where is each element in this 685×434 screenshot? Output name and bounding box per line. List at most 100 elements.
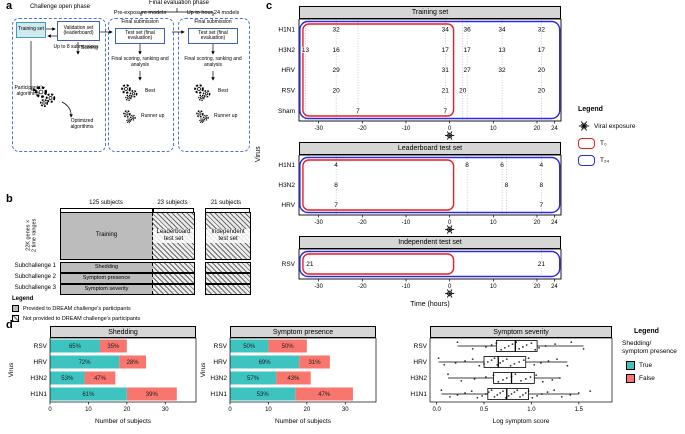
subchallenge-1-label: Subchallenge 1 — [14, 263, 56, 269]
phase-open-title: Challenge open phase — [29, 4, 91, 10]
jitter-point — [544, 345, 547, 347]
panel-a-label: a — [6, 0, 13, 12]
jitter-point — [534, 348, 537, 351]
viral-exposure-icon — [578, 120, 590, 132]
jitter-point — [505, 358, 508, 361]
jitter-point — [443, 363, 446, 366]
virus-row-label: HRV — [33, 359, 47, 366]
x-tick-label: -30 — [314, 126, 323, 132]
pct-label-false: 39% — [146, 392, 159, 398]
jitter-point — [490, 389, 493, 392]
pct-label-false: 47% — [318, 392, 331, 398]
virus-row-label: RSV — [414, 343, 428, 350]
time-axis-title: Time (hours) — [410, 301, 449, 308]
subchallenge-1-task: Shedding — [61, 263, 153, 272]
jitter-point — [554, 343, 557, 345]
subchallenge-2-task-label: Symptom presence — [82, 275, 131, 282]
algorithm-gears — [121, 84, 138, 102]
strip-training-set: Training set — [299, 6, 561, 19]
participants-alg-label: Participants' algorithms — [14, 85, 42, 97]
panel-d-legend-subtitle: Shedding/ symptom presence — [622, 340, 677, 355]
final-submission-label-1: Final submission — [121, 19, 159, 25]
validation-set-label: Validation set (leaderboard) — [63, 24, 94, 36]
x-tick-label: -30 — [314, 284, 323, 290]
best-label-1: Best — [145, 88, 156, 94]
sample-count: 34 — [442, 26, 450, 33]
jitter-point — [500, 348, 502, 351]
test-set-label-2: Test set (final evaluation) — [198, 29, 228, 41]
x-tick-label: 0 — [228, 407, 232, 413]
false-swatch — [626, 374, 635, 383]
test-set-node-1: Test set (final evaluation) — [115, 28, 165, 44]
sample-count: 7 — [540, 202, 544, 209]
strip-symptom-presence: Symptom presence — [230, 326, 376, 338]
jitter-point — [529, 376, 532, 378]
bracket-independent — [205, 208, 250, 212]
jitter-point — [505, 377, 508, 379]
jitter-point — [510, 375, 513, 377]
strip-symptom-severity: Symptom severity — [430, 326, 612, 338]
pre-exposure-box — [108, 18, 174, 152]
jitter-point — [456, 341, 459, 344]
sample-count: 17 — [538, 47, 546, 54]
virus-row-label: H1N1 — [278, 26, 295, 33]
jitter-point — [507, 395, 510, 397]
bar-segment-false — [99, 339, 127, 353]
genes-axis-label: 22K genes × 2 time ranges — [25, 218, 38, 252]
jitter-point — [540, 393, 543, 395]
pct-label-true: 53% — [257, 392, 270, 398]
x-tick-label: 20 — [123, 407, 130, 413]
bar-segment-false — [119, 355, 147, 369]
x-tick-label: 0.0 — [432, 407, 441, 413]
pre-exposure-title: Pre-exposure models — [113, 10, 167, 16]
x-tick-label: 20 — [303, 407, 310, 413]
virus-row-label: HRV — [213, 359, 227, 366]
sample-count: 4 — [540, 162, 544, 169]
jitter-point — [496, 394, 499, 396]
subchallenge-1-ind — [205, 262, 251, 273]
x-tick-label: 10 — [490, 284, 497, 290]
plot-border — [298, 19, 562, 122]
box — [495, 340, 538, 352]
x-tick-label: 0 — [48, 407, 52, 413]
leaderboard-block-label: Leaderboard test set — [153, 228, 194, 244]
jitter-point — [499, 392, 502, 394]
sample-count: 17 — [463, 47, 471, 54]
jitter-point — [582, 347, 585, 350]
jitter-point — [533, 363, 536, 366]
jitter-point — [495, 342, 498, 345]
x-tick-label: 30 — [342, 407, 349, 413]
sample-count: 20 — [538, 88, 546, 95]
jitter-point — [569, 394, 572, 396]
jitter-point — [525, 344, 528, 346]
jitter-point — [547, 360, 550, 362]
bar-segment-false — [295, 387, 353, 401]
jitter-point — [496, 363, 499, 366]
sample-count: 29 — [332, 67, 340, 74]
sample-count: 8 — [505, 182, 509, 189]
subchallenge-2-hatch — [153, 274, 194, 283]
jitter-point — [490, 359, 493, 361]
phase-final-title: Final evaluation phase — [148, 0, 210, 6]
subchallenge-3-task-label: Symptom severity — [84, 286, 129, 293]
final-scoring-label-1: Final scoring, ranking and analysis — [111, 56, 169, 68]
bar-segment-true — [50, 371, 85, 385]
sample-count: 8 — [465, 162, 469, 169]
jitter-point — [570, 341, 573, 344]
virus-row-label: RSV — [282, 261, 296, 268]
timeline-training: H1N1 32 34 36 34 32 H3N2 13 16 17 17 13 17 HRV 29 31 27 3… — [278, 19, 562, 140]
true-swatch — [626, 361, 635, 370]
provided-swatch — [12, 305, 19, 312]
jitter-point — [522, 359, 525, 361]
scoring-label: Scoring — [81, 45, 98, 51]
optimized-alg-label: Optimized algorithms — [70, 118, 94, 130]
sample-count: 27 — [463, 67, 471, 74]
jitter-point — [511, 343, 514, 345]
jitter-point — [551, 379, 554, 381]
subchallenge-1-hatch — [153, 263, 194, 272]
jitter-point — [486, 361, 489, 363]
strip-shedding: Shedding — [50, 326, 196, 338]
strip-leaderboard-title: Leaderboard test set — [397, 145, 463, 152]
flowchart-graphics — [30, 8, 215, 124]
virus-row-label: HRV — [281, 67, 295, 74]
